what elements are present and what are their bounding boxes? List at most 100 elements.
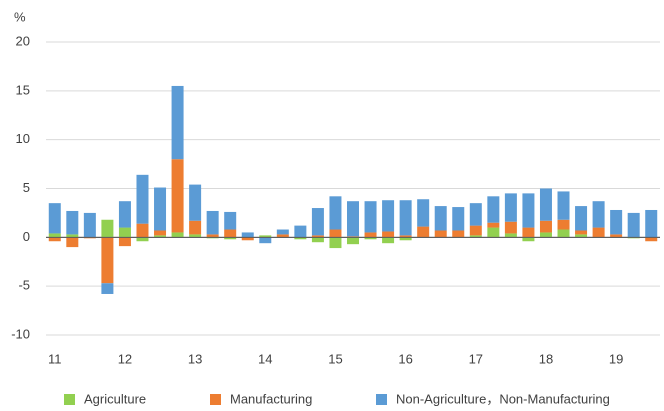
y-tick-label: 5 <box>23 180 30 195</box>
y-tick-label: 0 <box>23 229 30 244</box>
bar-segment <box>311 208 324 236</box>
bar-segment <box>48 233 61 238</box>
legend-swatch <box>376 394 387 405</box>
bar-segment <box>171 232 184 238</box>
bar-segment <box>294 237 307 240</box>
x-tick-label: 17 <box>469 351 483 366</box>
bar-segment <box>504 233 517 238</box>
bar-segment <box>522 227 535 238</box>
bar-segment <box>154 187 167 231</box>
bar-segment <box>557 191 570 220</box>
x-tick-label: 12 <box>118 351 132 366</box>
bar-segment <box>610 234 623 238</box>
bar-segment <box>311 235 324 238</box>
bar-segment <box>557 229 570 238</box>
bar-segment <box>487 222 500 228</box>
bar-segment <box>294 225 307 238</box>
bar-segment <box>118 201 131 228</box>
bar-segment <box>452 207 465 231</box>
bar-segment <box>154 230 167 236</box>
bar-segment <box>276 234 289 238</box>
bar-segment <box>224 237 237 240</box>
legend-swatch <box>210 394 221 405</box>
bar-segment <box>276 229 289 235</box>
x-tick-label: 11 <box>48 351 62 366</box>
bar-segment <box>171 159 184 233</box>
bar-segment <box>206 210 219 235</box>
bar-segment <box>487 196 500 223</box>
legend-label: Non-Agriculture，Non-Manufacturing <box>396 391 610 406</box>
bar-segment <box>154 235 167 238</box>
bar-segment <box>259 235 272 238</box>
bar-segment <box>592 201 605 228</box>
bar-segment <box>311 237 324 243</box>
bar-segment <box>592 227 605 238</box>
x-tick-label: 18 <box>539 351 553 366</box>
bar-segment <box>259 237 272 244</box>
bar-segment <box>504 193 517 222</box>
bar-segment <box>224 211 237 230</box>
x-tick-label: 19 <box>609 351 623 366</box>
bar-segment <box>539 220 552 233</box>
bar-segment <box>189 184 202 221</box>
bar-segment <box>136 237 149 242</box>
bar-segment <box>399 200 412 236</box>
bar-segment <box>83 212 96 238</box>
y-tick-label: -5 <box>18 278 30 293</box>
bar-segment <box>575 230 588 235</box>
bar-segment <box>382 237 395 244</box>
x-tick-label: 16 <box>398 351 412 366</box>
bar-segment <box>66 210 79 235</box>
bar-segment <box>645 237 658 242</box>
bar-segment <box>241 237 254 241</box>
bar-segment <box>417 226 430 238</box>
bar-segment <box>399 237 412 241</box>
bar-segment <box>645 209 658 238</box>
x-tick-label: 15 <box>328 351 342 366</box>
y-tick-label: 10 <box>16 131 30 146</box>
bar-segment <box>364 237 377 240</box>
bar-segment <box>557 219 570 230</box>
bar-segment <box>434 206 447 231</box>
bar-segment <box>171 85 184 160</box>
bar-segment <box>241 232 254 238</box>
bar-segment <box>66 234 79 238</box>
bar-segment <box>189 220 202 235</box>
legend-swatch <box>64 394 75 405</box>
bar-segment <box>48 237 61 242</box>
bar-segment <box>452 230 465 238</box>
bar-segment <box>399 235 412 238</box>
bar-segment <box>364 232 377 238</box>
bar-segment <box>504 221 517 234</box>
bar-segment <box>206 234 219 238</box>
bar-segment <box>224 229 237 238</box>
bar-segment <box>364 201 377 233</box>
bar-segment <box>487 227 500 238</box>
x-tick-label: 13 <box>188 351 202 366</box>
bar-segment <box>575 206 588 231</box>
y-axis-label: % <box>14 9 26 24</box>
bar-segment <box>329 196 342 230</box>
bar-segment <box>347 201 359 237</box>
bar-segment <box>118 227 131 238</box>
legend-label: Manufacturing <box>230 391 312 406</box>
bar-segment <box>469 203 482 226</box>
bar-segment <box>118 237 131 247</box>
bar-segment <box>101 219 114 238</box>
bar-segment <box>522 237 535 242</box>
bar-segment <box>136 223 149 238</box>
y-tick-label: 20 <box>16 33 30 48</box>
bar-segment <box>469 235 482 238</box>
x-tick-label: 14 <box>258 351 272 366</box>
legend-label: Agriculture <box>84 391 146 406</box>
bar-segment <box>136 174 149 224</box>
bar-segment <box>329 229 342 238</box>
bar-segment <box>48 203 61 234</box>
bar-segment <box>101 237 114 284</box>
bar-segment <box>417 199 430 227</box>
bar-segment <box>575 234 588 238</box>
bar-segment <box>382 231 395 238</box>
bar-segment <box>539 188 552 221</box>
bar-segment <box>382 200 395 232</box>
